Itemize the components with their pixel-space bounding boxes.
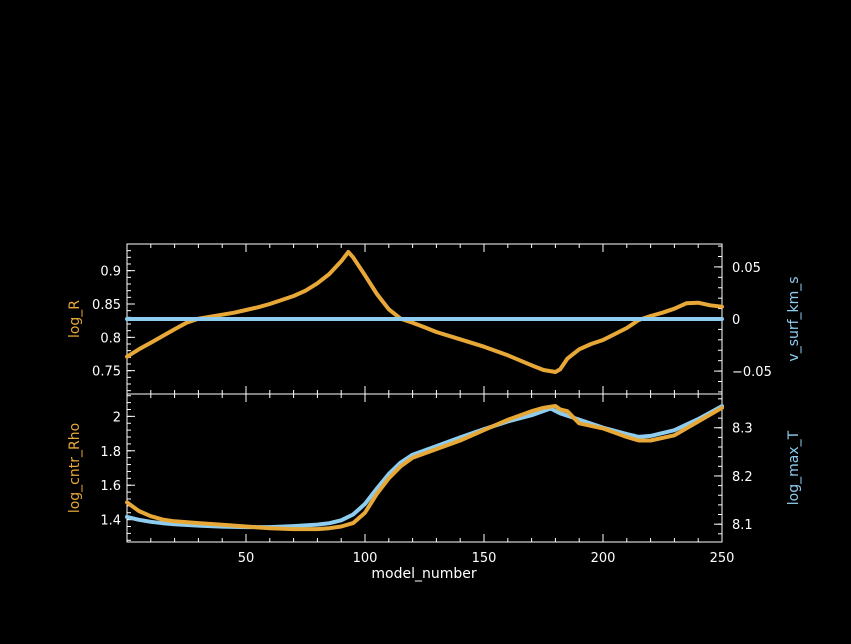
bottom-left-tick-label: 1.6: [100, 479, 121, 494]
x-tick-label: 50: [238, 551, 255, 566]
x-tick-label: 200: [591, 551, 616, 566]
bottom-right-tick-label: 8.3: [732, 422, 753, 437]
top-right-axis-title: v_surf_km_s: [786, 276, 802, 361]
bottom-right-tick-label: 8.1: [732, 518, 753, 533]
x-axis-ticks: 50 100 150 200 250: [238, 551, 735, 566]
bottom-panel-lines: [125, 404, 724, 532]
bottom-panel-ticks: 1.4 1.6 1.8 2 8.1 8.2 8.3: [100, 394, 753, 542]
top-panel: 0.75 0.8 0.85 0.9 −0.05 0 0.05 log_R v_surf_km…: [67, 243, 802, 395]
top-right-tick-label: 0.05: [732, 261, 761, 276]
top-left-tick-label: 0.85: [92, 298, 121, 313]
top-panel-lines: [125, 250, 724, 374]
top-left-axis-title: log_R: [67, 300, 83, 338]
top-left-tick-label: 0.8: [100, 331, 121, 346]
x-tick-label: 150: [472, 551, 497, 566]
bottom-left-tick-label: 1.8: [100, 445, 121, 460]
top-panel-ticks: 0.75 0.8 0.85 0.9 −0.05 0 0.05: [92, 244, 772, 394]
x-axis-title: model_number: [371, 566, 476, 582]
x-tick-label: 250: [710, 551, 735, 566]
x-tick-label: 100: [353, 551, 378, 566]
bottom-panel-frame: [126, 393, 723, 543]
bottom-series-line-left: [125, 404, 724, 532]
top-right-tick-label: −0.05: [732, 365, 772, 380]
top-left-tick-label: 0.75: [92, 365, 121, 380]
bottom-panel: 1.4 1.6 1.8 2 8.1 8.2 8.3 50 100 150 200 250 log_c…: [67, 393, 802, 582]
top-right-tick-label: 0: [732, 313, 740, 328]
bottom-right-tick-label: 8.2: [732, 470, 753, 485]
top-left-tick-label: 0.9: [100, 265, 121, 280]
bottom-right-axis-title: log_max_T: [786, 430, 802, 505]
bottom-left-tick-label: 2: [113, 410, 121, 425]
bottom-left-tick-label: 1.4: [100, 514, 121, 529]
bottom-left-axis-title: log_cntr_Rho: [67, 423, 83, 513]
